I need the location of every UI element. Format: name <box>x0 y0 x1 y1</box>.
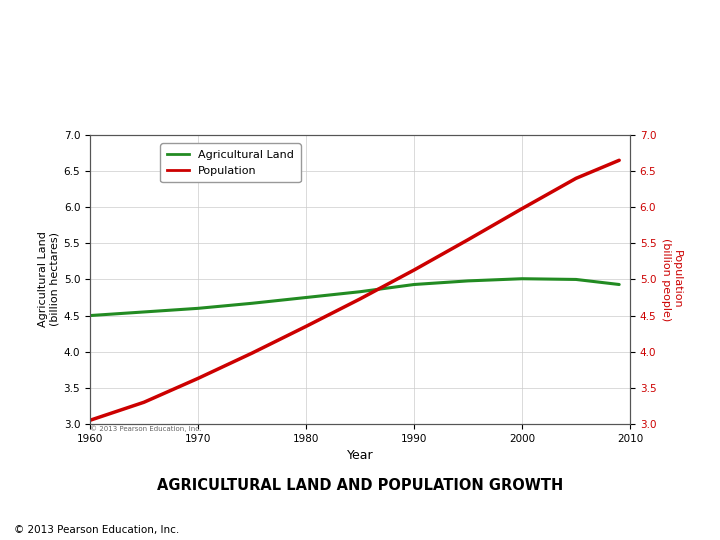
Text: © 2013 Pearson Education, Inc.: © 2013 Pearson Education, Inc. <box>14 524 180 535</box>
Y-axis label: Population
(billion people): Population (billion people) <box>660 238 682 321</box>
Text: 10.9 Subsistence Agriculture and Population: 10.9 Subsistence Agriculture and Populat… <box>18 19 544 39</box>
Y-axis label: Agricultural Land
(billion hectares): Agricultural Land (billion hectares) <box>38 232 60 327</box>
Text: Growth: Growth <box>18 72 104 92</box>
Text: © 2013 Pearson Education, Inc.: © 2013 Pearson Education, Inc. <box>90 425 202 431</box>
Legend: Agricultural Land, Population: Agricultural Land, Population <box>161 144 301 183</box>
Text: AGRICULTURAL LAND AND POPULATION GROWTH: AGRICULTURAL LAND AND POPULATION GROWTH <box>157 478 563 493</box>
X-axis label: Year: Year <box>347 449 373 462</box>
